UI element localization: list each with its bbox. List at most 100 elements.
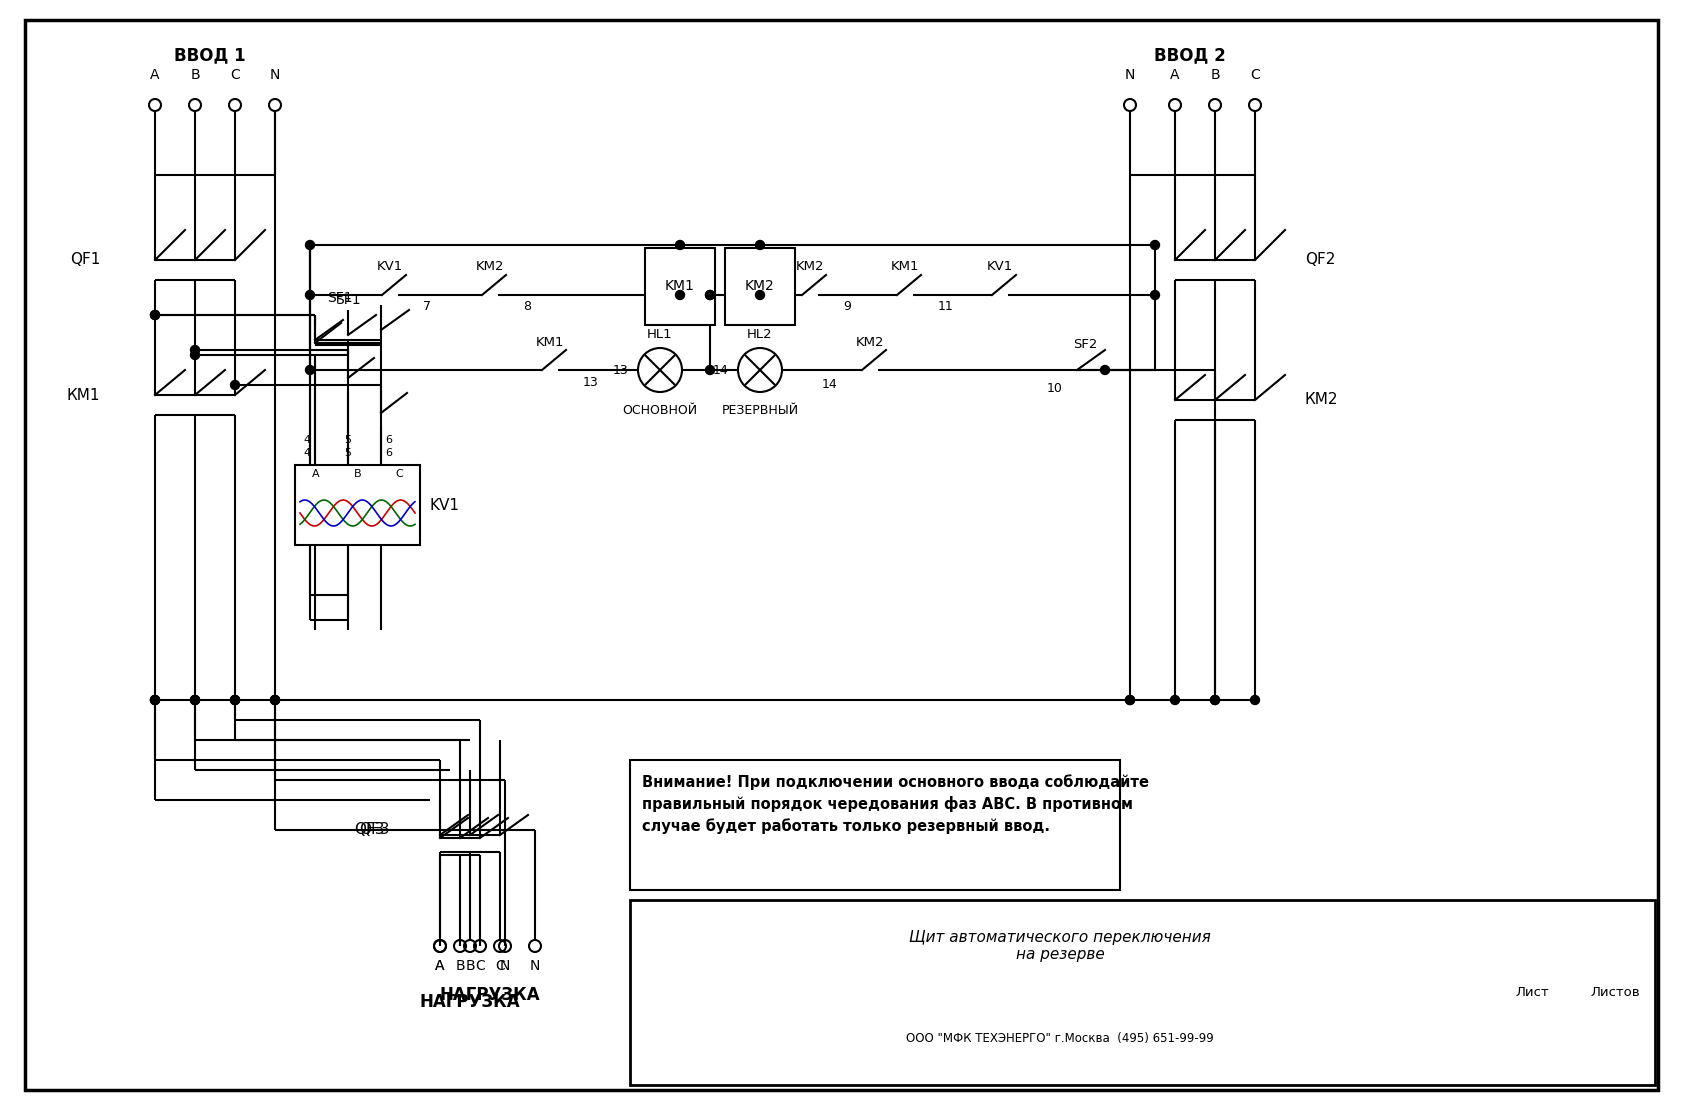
Circle shape: [150, 696, 160, 705]
Circle shape: [230, 696, 239, 705]
Circle shape: [190, 696, 200, 705]
Circle shape: [150, 311, 160, 320]
Text: 14: 14: [711, 363, 728, 376]
Text: 8: 8: [523, 301, 532, 313]
Text: 10: 10: [1046, 382, 1063, 394]
Text: QF1: QF1: [69, 252, 99, 268]
Text: 5: 5: [345, 435, 352, 445]
Text: KM2: KM2: [796, 261, 824, 273]
Circle shape: [1150, 241, 1159, 250]
Text: ВВОД 1: ВВОД 1: [173, 46, 246, 64]
Text: Внимание! При подключении основного ввода соблюдайте
правильный порядок чередова: Внимание! При подключении основного ввод…: [641, 774, 1149, 835]
Text: 14: 14: [821, 379, 836, 392]
Text: Лист: Лист: [1515, 986, 1549, 999]
Text: 13: 13: [612, 363, 627, 376]
Text: KM2: KM2: [854, 335, 883, 349]
Text: KM1: KM1: [535, 335, 563, 349]
Circle shape: [271, 696, 279, 705]
Circle shape: [705, 291, 715, 300]
Text: QF3: QF3: [360, 823, 390, 838]
Text: B: B: [454, 959, 464, 973]
Text: HL2: HL2: [747, 329, 772, 342]
Circle shape: [705, 365, 715, 374]
Text: 5: 5: [345, 448, 352, 458]
Circle shape: [190, 696, 200, 705]
Text: Листов: Листов: [1589, 986, 1638, 999]
Bar: [294, 465, 420, 545]
Bar: [644, 248, 715, 325]
Circle shape: [306, 291, 315, 300]
Text: ОСНОВНОЙ: ОСНОВНОЙ: [622, 404, 696, 416]
Text: SF2: SF2: [1071, 339, 1097, 352]
Text: SF1: SF1: [326, 291, 353, 305]
Text: 11: 11: [937, 301, 954, 313]
Text: 6: 6: [385, 435, 392, 445]
Circle shape: [1125, 696, 1134, 705]
Text: 4: 4: [303, 435, 311, 445]
Bar: [629, 900, 1653, 1084]
Text: C: C: [495, 959, 505, 973]
Text: KM1: KM1: [664, 280, 695, 293]
Circle shape: [1150, 291, 1159, 300]
Circle shape: [674, 241, 685, 250]
Bar: [725, 248, 794, 325]
Text: KV1: KV1: [377, 261, 404, 273]
Text: ООО "МФК ТЕХЭНЕРГО" г.Москва  (495) 651-99-99: ООО "МФК ТЕХЭНЕРГО" г.Москва (495) 651-9…: [905, 1032, 1213, 1046]
Text: 7: 7: [422, 301, 431, 313]
Circle shape: [1250, 696, 1258, 705]
Text: N: N: [269, 68, 279, 82]
Circle shape: [150, 311, 160, 320]
Text: A: A: [150, 68, 160, 82]
Text: N: N: [500, 959, 510, 973]
Text: C: C: [1250, 68, 1260, 82]
Circle shape: [230, 696, 239, 705]
Text: KM1: KM1: [890, 261, 918, 273]
Text: НАГРУЗКА: НАГРУЗКА: [419, 993, 520, 1011]
Text: KV1: KV1: [429, 497, 459, 513]
Circle shape: [230, 381, 239, 390]
Text: KV1: KV1: [986, 261, 1013, 273]
Bar: [629, 760, 1119, 890]
Text: A: A: [1169, 68, 1179, 82]
Text: 9: 9: [843, 301, 851, 313]
Text: 13: 13: [582, 375, 599, 388]
Circle shape: [271, 696, 279, 705]
Text: A: A: [436, 959, 444, 973]
Text: QF3: QF3: [355, 823, 385, 838]
Circle shape: [1209, 696, 1219, 705]
Circle shape: [271, 696, 279, 705]
Circle shape: [306, 241, 315, 250]
Text: KM2: KM2: [745, 280, 774, 293]
Text: A: A: [436, 959, 444, 973]
Text: N: N: [1124, 68, 1135, 82]
Text: Щит автоматического переключения
на резерве: Щит автоматического переключения на резе…: [908, 930, 1209, 962]
Text: B: B: [353, 470, 362, 480]
Circle shape: [190, 345, 200, 354]
Circle shape: [705, 291, 715, 300]
Circle shape: [190, 696, 200, 705]
Text: N: N: [530, 959, 540, 973]
Circle shape: [150, 696, 160, 705]
Circle shape: [230, 696, 239, 705]
Text: КМ1: КМ1: [67, 387, 99, 403]
Text: A: A: [311, 470, 320, 480]
Text: B: B: [464, 959, 474, 973]
Text: ВВОД 2: ВВОД 2: [1154, 46, 1224, 64]
Circle shape: [190, 351, 200, 360]
Text: SF1: SF1: [335, 293, 360, 307]
Circle shape: [755, 291, 764, 300]
Circle shape: [1100, 365, 1108, 374]
Circle shape: [306, 365, 315, 374]
Text: KM2: KM2: [476, 261, 505, 273]
Circle shape: [150, 696, 160, 705]
Text: B: B: [190, 68, 200, 82]
Circle shape: [674, 291, 685, 300]
Text: C: C: [395, 470, 402, 480]
Text: КМ2: КМ2: [1304, 393, 1337, 407]
Text: НАГРУЗКА: НАГРУЗКА: [439, 986, 540, 1005]
Text: 6: 6: [385, 448, 392, 458]
Text: C: C: [474, 959, 484, 973]
Circle shape: [1169, 696, 1179, 705]
Text: 4: 4: [303, 448, 311, 458]
Circle shape: [1209, 696, 1219, 705]
